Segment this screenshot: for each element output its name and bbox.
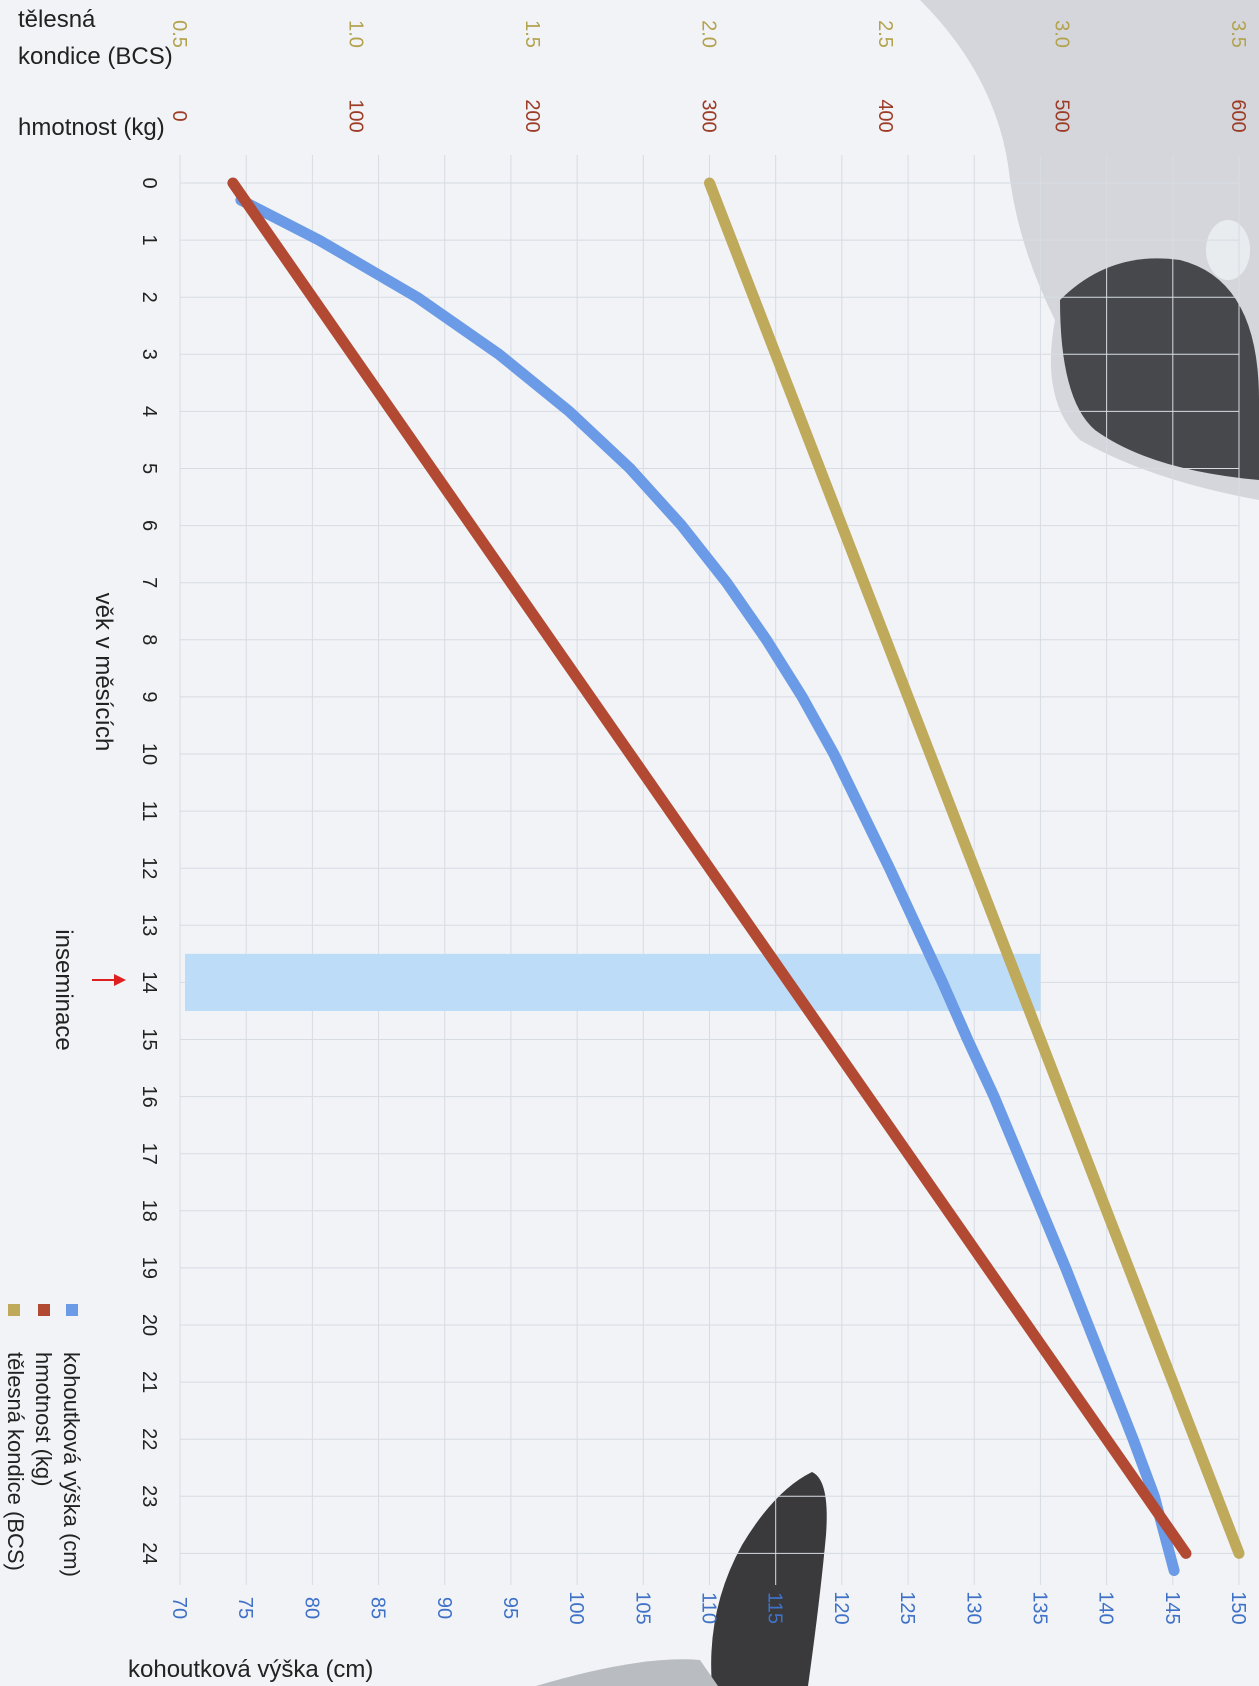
bcs-tick-label: 2.5	[874, 20, 896, 48]
bcs-tick-label: 3.5	[1227, 20, 1249, 48]
height-tick-label: 140	[1095, 1591, 1117, 1624]
height-tick-label: 90	[433, 1597, 455, 1619]
age-tick-label: 21	[138, 1371, 160, 1393]
height-tick-label: 135	[1028, 1591, 1050, 1624]
height-tick-label: 100	[565, 1591, 587, 1624]
age-tick-label: 22	[138, 1428, 160, 1450]
height-tick-label: 105	[631, 1591, 653, 1624]
age-tick-label: 8	[138, 634, 160, 645]
age-tick-label: 17	[138, 1143, 160, 1165]
age-tick-label: 12	[138, 857, 160, 879]
age-tick-label: 5	[138, 463, 160, 474]
age-tick-label: 3	[138, 349, 160, 360]
age-tick-label: 9	[138, 691, 160, 702]
bcs-tick-label: 2.0	[698, 20, 720, 48]
weight-tick-label: 400	[874, 99, 896, 132]
age-tick-label: 19	[138, 1257, 160, 1279]
height-tick-label: 130	[962, 1591, 984, 1624]
age-tick-label: 23	[138, 1485, 160, 1507]
bcs-axis-title-line1: tělesná	[18, 6, 96, 33]
weight-tick-label: 200	[521, 99, 543, 132]
age-tick-label: 16	[138, 1085, 160, 1107]
bcs-axis-title-line2: kondice (BCS)	[18, 43, 173, 70]
height-tick-label: 125	[896, 1591, 918, 1624]
insemination-band	[185, 953, 1041, 1011]
cat-photo-decoration	[920, 0, 1259, 500]
height-tick-label: 75	[234, 1597, 256, 1619]
age-tick-label: 11	[138, 801, 160, 822]
age-tick-label: 10	[138, 743, 160, 765]
height-tick-label: 115	[764, 1592, 786, 1624]
age-tick-label: 1	[138, 235, 160, 246]
legend-swatch-height	[66, 1304, 78, 1316]
age-tick-label: 6	[138, 520, 160, 531]
legend-swatch-bcs	[8, 1304, 20, 1316]
age-tick-label: 13	[138, 914, 160, 936]
bcs-tick-label: 0.5	[168, 20, 190, 48]
height-tick-label: 145	[1161, 1591, 1183, 1624]
height-tick-label: 110	[698, 1592, 720, 1624]
bcs-tick-label: 1.0	[345, 20, 367, 48]
height-tick-label: 70	[168, 1597, 190, 1619]
age-tick-label: 24	[138, 1542, 160, 1564]
age-tick-label: 18	[138, 1200, 160, 1222]
legend-swatch-weight	[38, 1304, 50, 1316]
chart-series	[227, 177, 1245, 1576]
weight-tick-label: 0	[168, 110, 190, 121]
insemination-label: inseminace	[50, 929, 77, 1050]
height-tick-label: 85	[367, 1597, 389, 1619]
height-tick-label: 95	[499, 1597, 521, 1619]
legend-label-weight: hmotnost (kg)	[31, 1352, 56, 1487]
insemination-arrow	[92, 974, 126, 986]
age-tick-label: 0	[138, 177, 160, 188]
bcs-tick-label: 3.0	[1051, 20, 1073, 48]
height-axis-title: kohoutková výška (cm)	[128, 1656, 373, 1683]
weight-axis-title: hmotnost (kg)	[18, 114, 165, 141]
height-tick-label: 80	[300, 1597, 322, 1619]
weight-tick-label: 500	[1051, 99, 1073, 132]
chart-axes: 0123456789101112131415161718192021222324…	[138, 20, 1249, 1625]
age-tick-label: 7	[138, 577, 160, 588]
weight-tick-label: 600	[1227, 99, 1249, 132]
legend-label-bcs: tělesná kondice (BCS)	[3, 1352, 28, 1571]
bcs-series-line	[704, 177, 1245, 1559]
cow-photo-decoration	[536, 1472, 827, 1686]
height-series-line	[235, 194, 1180, 1576]
weight-series-line	[227, 177, 1192, 1559]
weight-tick-label: 100	[345, 99, 367, 132]
age-tick-label: 2	[138, 292, 160, 303]
age-tick-label: 14	[138, 971, 160, 993]
height-tick-label: 150	[1227, 1591, 1249, 1624]
age-tick-label: 4	[138, 406, 160, 417]
bcs-tick-label: 1.5	[521, 20, 543, 48]
legend-label-height: kohoutková výška (cm)	[59, 1352, 84, 1577]
weight-tick-label: 300	[698, 99, 720, 132]
age-axis-title: věk v měsících	[90, 593, 117, 752]
age-tick-label: 15	[138, 1028, 160, 1050]
chart-legend: kohoutková výška (cm) hmotnost (kg) těle…	[3, 1304, 84, 1577]
age-tick-label: 20	[138, 1314, 160, 1336]
height-tick-label: 120	[830, 1591, 852, 1624]
insemination-band-rect	[185, 953, 1041, 1011]
